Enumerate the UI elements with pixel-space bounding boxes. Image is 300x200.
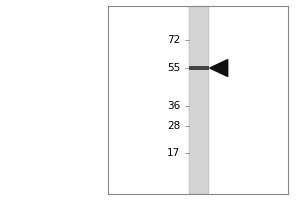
Text: 28: 28 bbox=[167, 121, 180, 131]
Polygon shape bbox=[210, 60, 228, 76]
Text: 72: 72 bbox=[167, 35, 180, 45]
Text: 36: 36 bbox=[167, 101, 180, 111]
Text: 17: 17 bbox=[167, 148, 180, 158]
Bar bbox=[189, 66, 209, 70]
Bar bbox=[189, 6, 209, 194]
Text: 55: 55 bbox=[167, 63, 180, 73]
